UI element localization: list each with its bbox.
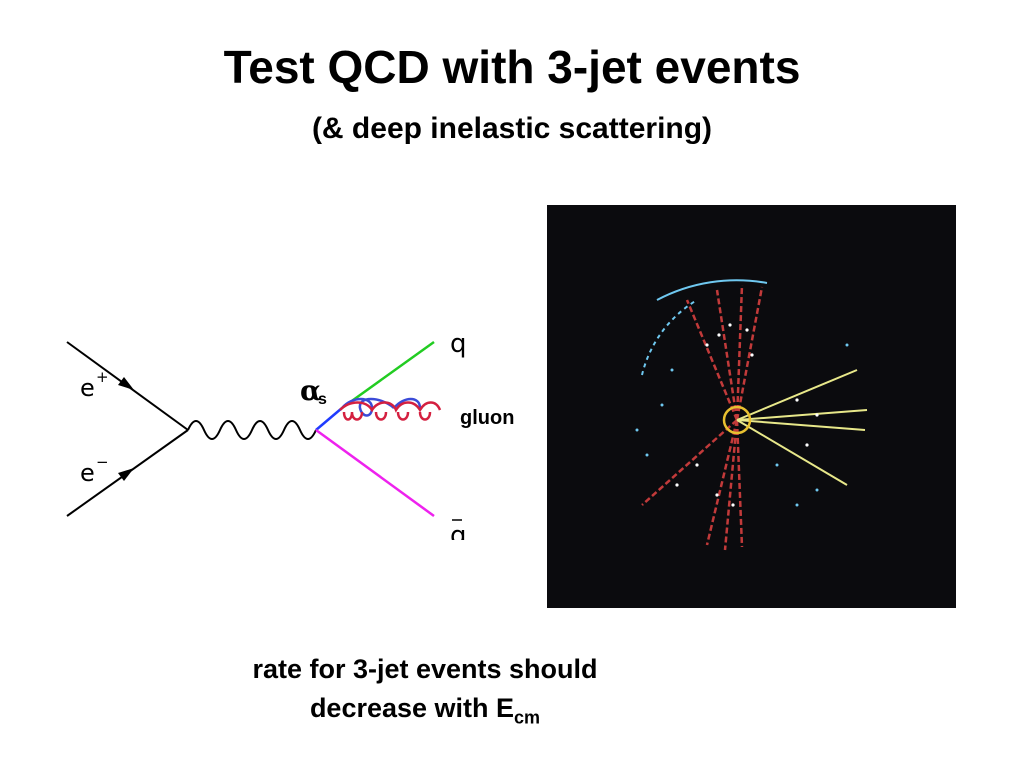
- caption-subscript: cm: [514, 707, 541, 728]
- antiquark-label: q: [450, 521, 467, 540]
- feynman-diagram: e + e − α s q q gluon: [66, 329, 514, 540]
- vertex-segment: [315, 407, 343, 431]
- slide-subtitle: (& deep inelastic scattering): [311, 112, 713, 145]
- positron-arrow: [118, 377, 134, 390]
- caption-line-2: decrease with Ecm: [200, 689, 650, 730]
- coupling-subscript: s: [318, 391, 327, 408]
- slide-title: Test QCD with 3-jet events: [223, 41, 801, 93]
- detector-hits-blue: [635, 343, 849, 507]
- gluon-label: gluon: [460, 407, 514, 429]
- caption: rate for 3-jet events should decrease wi…: [200, 650, 650, 731]
- coupling-symbol: α: [300, 374, 322, 407]
- detector-hits: [675, 323, 819, 507]
- quark-line: [341, 340, 435, 410]
- electron-charge: −: [96, 453, 109, 471]
- caption-line-1: rate for 3-jet events should: [252, 654, 598, 684]
- quark-label: q: [450, 329, 467, 359]
- vertex-ring: [722, 405, 752, 435]
- gluon-line: [339, 397, 442, 421]
- positron-charge: +: [96, 368, 109, 386]
- photon-propagator: [187, 420, 317, 440]
- electron-label: e: [80, 459, 95, 487]
- event-display-background: [547, 205, 956, 608]
- positron-label: e: [80, 374, 95, 402]
- jet-red-down: [641, 419, 744, 551]
- detector-arc-upper: [656, 279, 768, 301]
- event-display-image: [547, 205, 956, 608]
- jet-red-up: [685, 284, 764, 421]
- antiquark-line: [315, 428, 435, 518]
- electron-arrow: [118, 468, 134, 481]
- caption-line-2-text: decrease with E: [309, 693, 515, 724]
- jet-yellow-right: [736, 369, 868, 486]
- detector-arc: [641, 299, 698, 376]
